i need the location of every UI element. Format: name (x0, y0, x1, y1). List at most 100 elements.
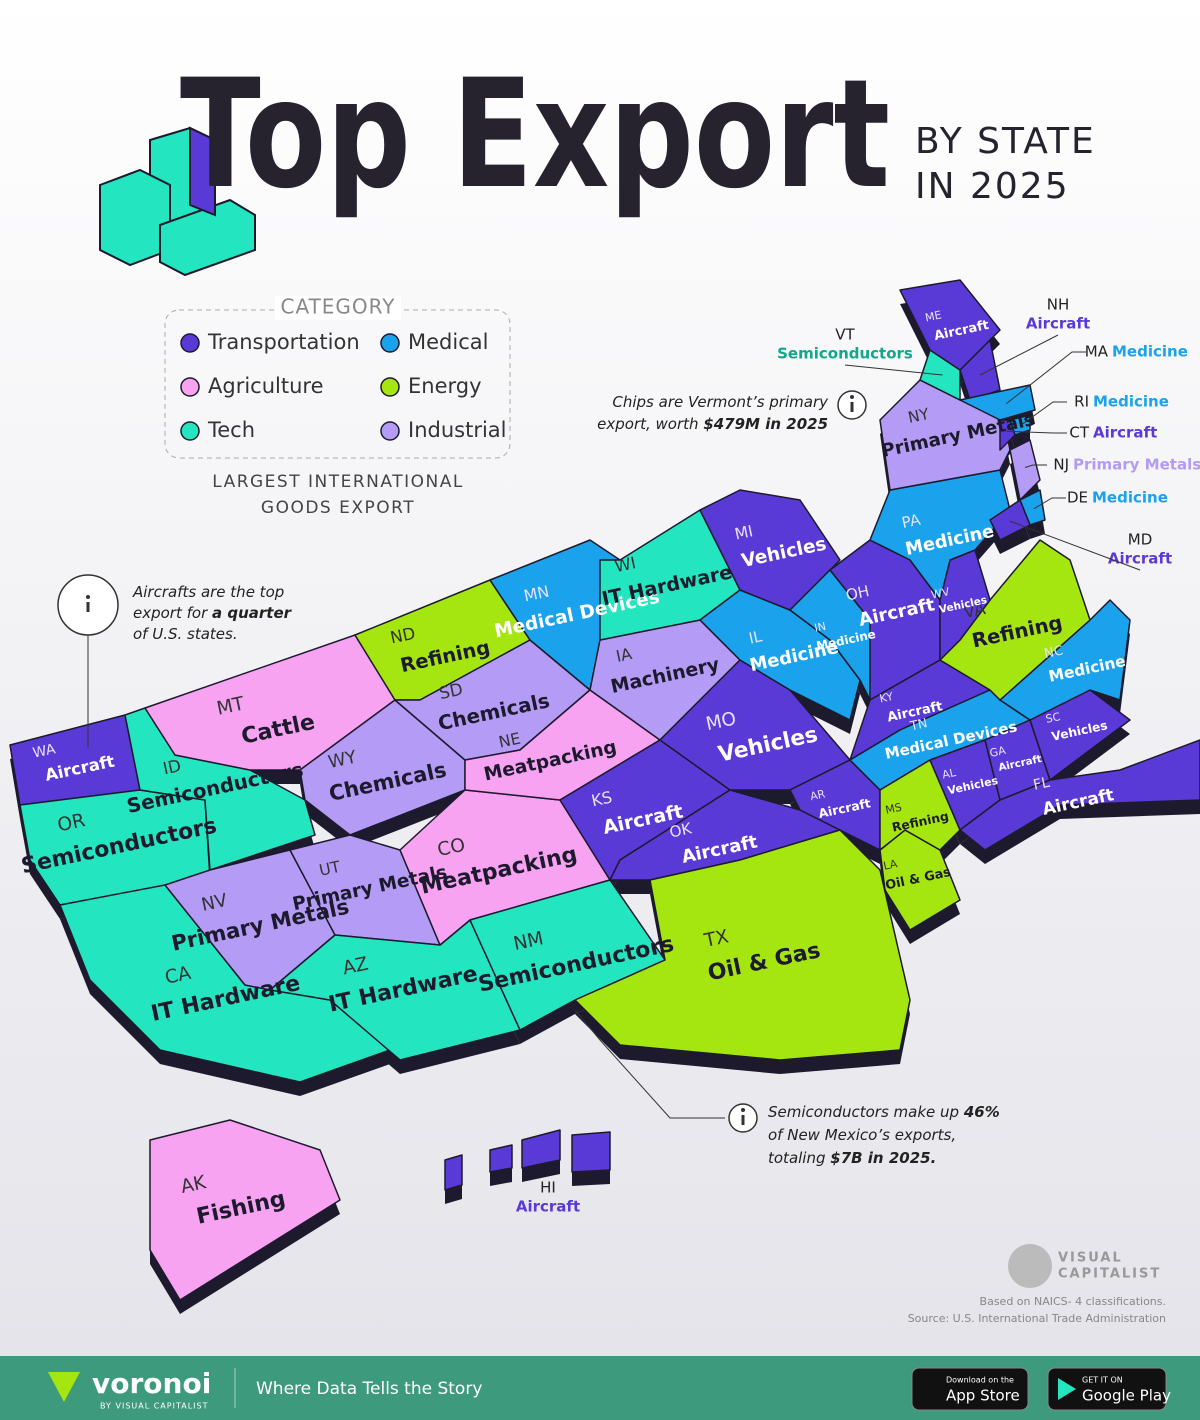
state-shape (999, 419, 1016, 451)
legend-swatch (180, 377, 200, 397)
state-code: MD (1128, 531, 1153, 549)
map (9, 279, 1200, 1301)
state-code: LA (882, 857, 899, 873)
state-shape (489, 1144, 513, 1173)
state-shape (699, 489, 841, 611)
state-export: Primary Metals (1073, 456, 1200, 474)
title: Top Export (180, 48, 890, 222)
state-code: TX (702, 926, 731, 952)
annotation-part: export for (133, 604, 212, 622)
annotation-text: of U.S. states. (133, 625, 238, 643)
state-shape (899, 279, 1001, 371)
state-code: TN (908, 715, 929, 733)
annotation-text: of New Mexico’s exports, (768, 1126, 956, 1144)
state-code: MS (884, 801, 903, 817)
annotation-part: Aircrafts are the top (132, 583, 284, 601)
google-play-large[interactable]: Google Play (1082, 1387, 1171, 1405)
state-shape (999, 599, 1131, 721)
leader-line (1024, 464, 1047, 468)
leader-line (979, 334, 1059, 376)
state-code: NC (1043, 643, 1065, 662)
state-code: OK (668, 819, 694, 841)
state-shape (521, 1129, 561, 1169)
legend-swatch (180, 333, 200, 353)
annotation-part: $7B in 2025. (830, 1149, 936, 1167)
subtitle: BY STATE (915, 121, 1096, 162)
state-code: ID (161, 755, 183, 778)
leader-line (1009, 520, 1141, 571)
annotation-part: of New Mexico’s exports, (768, 1126, 956, 1144)
state-export: Medicine (1092, 489, 1168, 507)
app-store-large[interactable]: App Store (946, 1387, 1020, 1405)
state-shape (571, 1131, 611, 1173)
annotation-part: Semiconductors make up (768, 1103, 964, 1121)
state-export: Aircraft (1026, 315, 1090, 333)
state-code: IL (747, 627, 764, 647)
legend-label: Agriculture (208, 374, 324, 398)
state-export: Medicine (1093, 393, 1169, 411)
footer-bar: voronoi BY VISUAL CAPITALIST Where Data … (0, 1356, 1200, 1420)
state-code: AL (941, 766, 958, 782)
google-play-bg[interactable] (1047, 1367, 1167, 1411)
annotation-part: a quarter (212, 604, 293, 622)
state-code: HI (540, 1179, 556, 1197)
legend-caption: GOODS EXPORT (261, 498, 415, 518)
app-store-button[interactable]: Download on the App Store (911, 1367, 1029, 1411)
subtitle: IN 2025 (915, 166, 1070, 207)
annotation-part: Chips are Vermont’s primary (612, 393, 829, 411)
voronoi-logo (48, 1372, 80, 1402)
state-code: AR (809, 787, 827, 803)
legend: CATEGORY LARGEST INTERNATIONAL GOODS EXP… (164, 295, 511, 518)
legend-label: Medical (408, 330, 488, 354)
state-shape (574, 829, 911, 1061)
play-icon[interactable] (1058, 1378, 1076, 1400)
source-note: Source: U.S. International Trade Adminis… (908, 1312, 1166, 1325)
state-code: MN (522, 582, 551, 606)
app-store-bg[interactable] (911, 1367, 1029, 1411)
annotation-icon (86, 595, 90, 599)
state-export: Medicine (1112, 343, 1188, 361)
state-code: IN (813, 620, 827, 635)
state-code: RI (1074, 393, 1089, 411)
leader-line (1033, 497, 1066, 510)
legend-swatch (380, 333, 400, 353)
state-export: Aircraft (1093, 424, 1157, 442)
annotation-text: export, worth $479M in 2025 (597, 415, 828, 433)
state-code: KY (878, 690, 894, 706)
state-code: UT (317, 857, 342, 880)
state-export: Aircraft (516, 1198, 580, 1216)
legend-label: Transportation (207, 330, 360, 354)
state-code: IA (614, 644, 633, 666)
app-store-small[interactable]: Download on the (946, 1376, 1014, 1385)
annotation-icon (741, 1108, 745, 1112)
state-code: PA (900, 510, 922, 532)
annotation-part: export, worth (597, 415, 703, 433)
footer-brand: voronoi (92, 1367, 211, 1400)
legend-label: Industrial (408, 418, 507, 442)
legend-label: Energy (408, 374, 482, 398)
state-code: WV (930, 585, 951, 602)
state-code: FL (1032, 775, 1051, 794)
leader-line (844, 364, 943, 376)
annotation-icon (850, 395, 854, 399)
google-play-small[interactable]: GET IT ON (1082, 1376, 1123, 1385)
boxes-icon (99, 126, 256, 277)
google-play-button[interactable]: GET IT ON Google Play (1047, 1367, 1171, 1411)
annotation-leader (574, 1009, 725, 1119)
state-code: AZ (341, 954, 370, 980)
state-code: NE (497, 729, 522, 752)
vc-logo: VISUAL CAPITALIST (1008, 1244, 1159, 1288)
state-shape (959, 384, 1036, 421)
state-code: NJ (1053, 456, 1069, 474)
state-code: VT (835, 326, 855, 344)
state-code: AK (179, 1172, 209, 1198)
annotation-text: totaling $7B in 2025. (768, 1149, 936, 1167)
state-code: OH (844, 582, 871, 604)
annotation-part: 46% (963, 1103, 1000, 1121)
state-code: NH (1047, 296, 1070, 314)
legend-swatch (380, 421, 400, 441)
annotation-text: export for a quarter (133, 604, 293, 622)
state-shape (444, 1154, 463, 1191)
leader-line (1020, 401, 1067, 426)
